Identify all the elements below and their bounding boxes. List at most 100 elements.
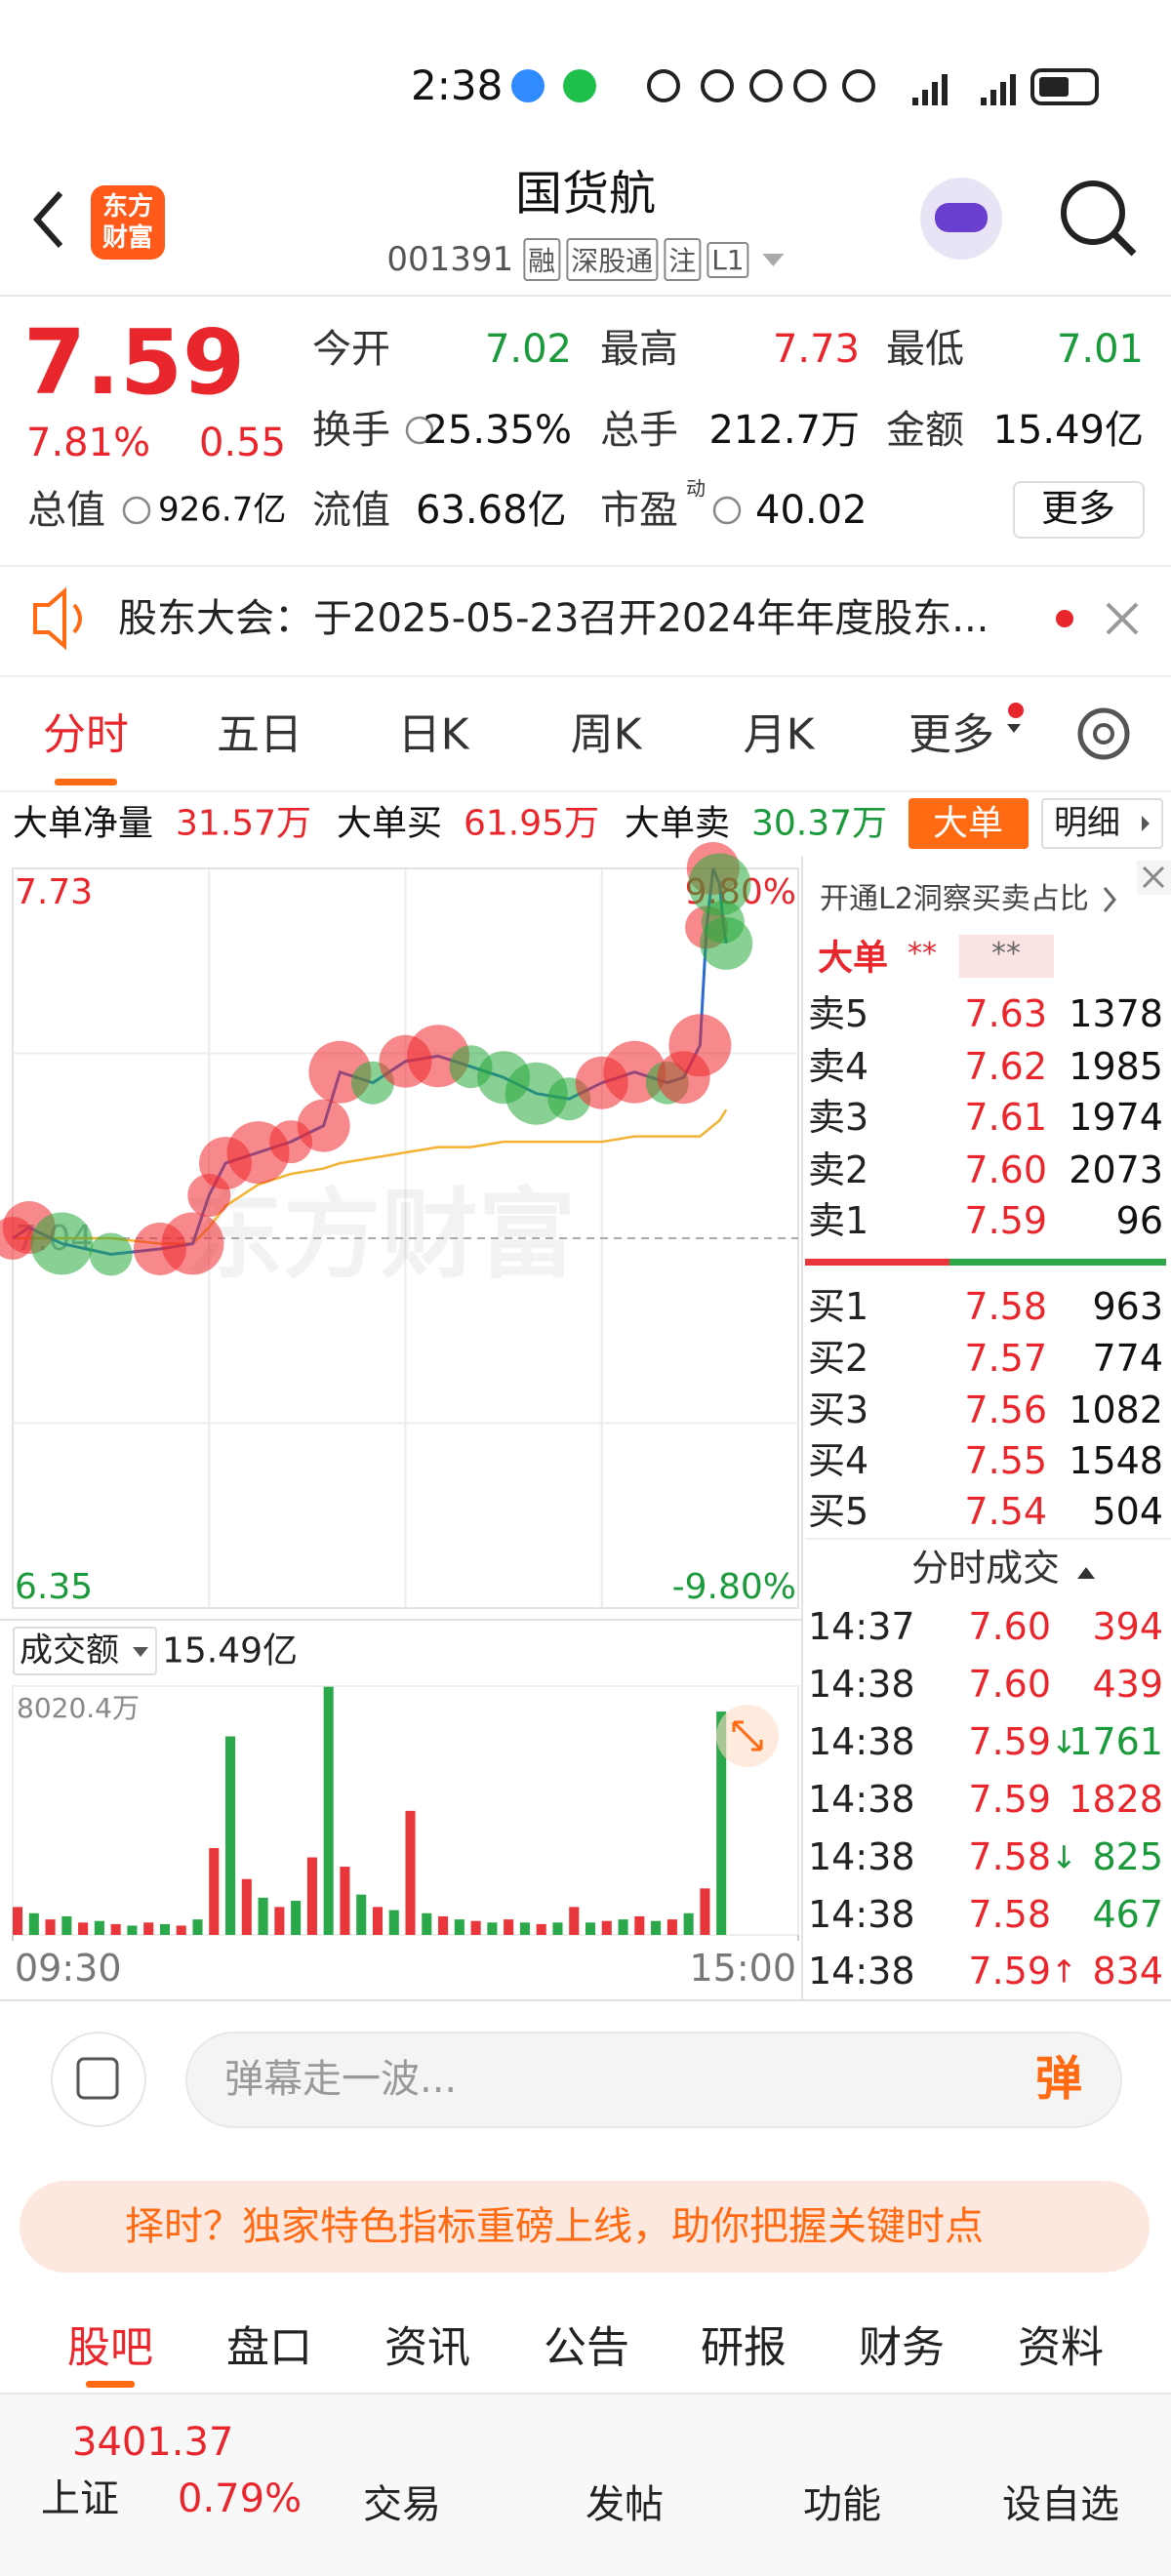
nav-item[interactable]: 设自选 [1002, 2482, 1119, 2527]
nav-item[interactable]: 发帖 [586, 2482, 664, 2527]
book-volume: 1974 [1069, 1096, 1163, 1140]
volume-bar [405, 1810, 416, 1935]
volume-bar [372, 1907, 384, 1935]
stat-value: 212.7万 [708, 408, 860, 453]
tab-dot [1008, 703, 1024, 718]
logo [91, 185, 165, 260]
trade-time: 14:38 [808, 1720, 915, 1764]
signal-bar [932, 82, 938, 105]
subtitle-item: 深股通 [566, 238, 659, 281]
dropdown-arrow[interactable] [762, 253, 785, 266]
trade-price: 7.59 [968, 1778, 1051, 1822]
trade-volume: 394 [1092, 1605, 1163, 1649]
big-value: ** [908, 936, 937, 971]
volume-bar [666, 1919, 677, 1935]
volume-bar [94, 1920, 104, 1935]
chart-tab[interactable]: 周K [570, 709, 642, 760]
trade-price: 7.59 [968, 1950, 1051, 1993]
sub-tab[interactable]: 研报 [701, 2322, 787, 2373]
big-value: ** [991, 936, 1021, 971]
volume-bar [422, 1912, 432, 1935]
book-volume: 1985 [1069, 1045, 1163, 1089]
signal-bar [990, 90, 996, 105]
promo-banner[interactable] [20, 2181, 1150, 2273]
settings-core [1093, 723, 1114, 745]
volume-bar [45, 1919, 56, 1935]
volume-bar [470, 1920, 481, 1935]
chart-tab[interactable]: 日K [397, 709, 469, 760]
trade-time: 14:38 [808, 1950, 915, 1993]
sub-tab[interactable]: 财务 [859, 2322, 945, 2373]
detail-button[interactable] [1041, 798, 1163, 849]
order-bubble [297, 1099, 350, 1152]
big-order-value: 30.37万 [751, 803, 888, 844]
more-button[interactable] [1013, 481, 1145, 539]
bluetooth-icon [793, 69, 827, 102]
volume-bar [519, 1922, 530, 1935]
volume-bar [176, 1925, 186, 1935]
comment-input[interactable] [185, 2032, 1122, 2128]
stat-label: 总手 [600, 408, 678, 453]
volume-bar [552, 1922, 563, 1935]
trade-time: 14:38 [808, 1893, 915, 1937]
volume-bar [618, 1919, 628, 1935]
volume-bar [241, 1878, 252, 1935]
sub-tab[interactable]: 公告 [544, 2322, 629, 2373]
stat-label: 最高 [600, 327, 678, 372]
chart-tab[interactable]: 更多 [909, 709, 994, 760]
book-price: 7.61 [964, 1096, 1047, 1140]
trade-time: 14:38 [808, 1778, 915, 1822]
chart-tab[interactable]: 分时 [43, 709, 129, 760]
volume-bar [258, 1897, 268, 1935]
volume-total: 15.49亿 [162, 1630, 299, 1671]
book-volume: 1378 [1069, 992, 1163, 1036]
chart-tab[interactable]: 五日 [217, 709, 303, 760]
y-tick-label: 8020.4万 [17, 1692, 140, 1724]
stat-value: 7.02 [484, 327, 572, 372]
big-order-button-label: 大单 [932, 803, 1004, 844]
app-icon [511, 69, 545, 102]
volume-bar [585, 1922, 596, 1935]
chart-tab[interactable]: 月K [743, 709, 815, 760]
ratio-buy [949, 1259, 1166, 1266]
volume-bar [569, 1907, 580, 1935]
nav-item[interactable]: 交易 [363, 2482, 441, 2527]
order-bubble [161, 1212, 224, 1275]
stat-value: 63.68亿 [416, 488, 567, 533]
volume-bar [110, 1923, 121, 1935]
book-price: 7.56 [964, 1389, 1047, 1432]
stat-sup: 动 [686, 476, 706, 501]
bottom-nav [0, 2393, 1171, 2576]
stat-value: 15.49亿 [992, 408, 1144, 453]
trade-volume: 1828 [1069, 1778, 1163, 1822]
sub-tab[interactable]: 资料 [1018, 2322, 1104, 2373]
book-label: 买5 [808, 1490, 869, 1534]
l2-promo[interactable]: 开通L2洞察买卖占比 [820, 881, 1089, 916]
book-price: 7.58 [964, 1285, 1047, 1329]
signal-bar [912, 98, 918, 105]
info-icon [712, 496, 742, 525]
stat-label: 换手 [312, 408, 390, 453]
volume-bar [700, 1888, 710, 1935]
change-percent: 7.81% [26, 421, 151, 465]
danmaku-button[interactable]: 弹 [1034, 2051, 1083, 2107]
stat-label: 最低 [886, 327, 964, 372]
big-order-button[interactable] [909, 798, 1029, 849]
y-tick-label: 7.73 [15, 872, 93, 912]
back-button [32, 191, 63, 248]
book-label: 买2 [808, 1337, 869, 1381]
stat-label: 流值 [312, 488, 390, 533]
index-value[interactable]: 3401.37 [72, 2420, 234, 2465]
clock: 2:38 [411, 60, 504, 109]
stock-subtitle: 001391 融深股通注 L1 [386, 238, 785, 281]
book-label: 买3 [808, 1389, 869, 1432]
comment-icon [76, 2057, 119, 2100]
volume-bar [323, 1686, 334, 1935]
nav-item[interactable]: 功能 [803, 2482, 881, 2527]
volume-selector[interactable] [13, 1627, 157, 1675]
sub-tab[interactable]: 盘口 [226, 2322, 312, 2373]
sub-tab[interactable]: 资讯 [384, 2322, 470, 2373]
volume-title: 成交额 [20, 1630, 119, 1670]
trade-flag: ↓ [1051, 1723, 1077, 1761]
sub-tab[interactable]: 股吧 [67, 2322, 153, 2373]
